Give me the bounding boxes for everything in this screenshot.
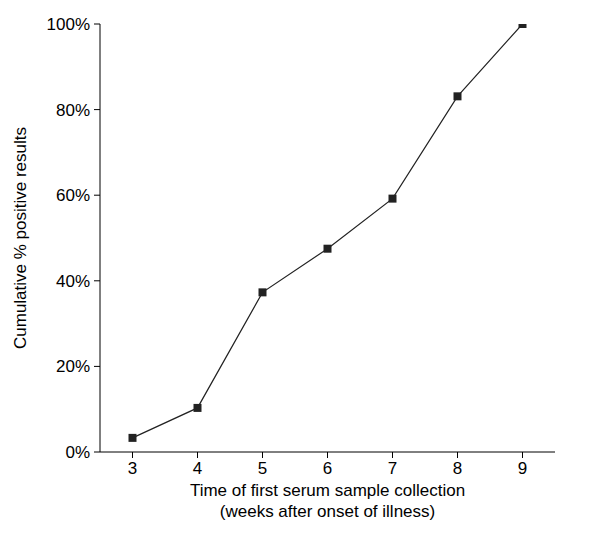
svg-text:Time of first serum sample col: Time of first serum sample collection(we…	[190, 481, 465, 521]
svg-text:5: 5	[258, 459, 267, 478]
svg-text:7: 7	[388, 459, 397, 478]
svg-text:4: 4	[193, 459, 202, 478]
svg-text:3: 3	[128, 459, 137, 478]
svg-text:60%: 60%	[56, 186, 90, 205]
svg-text:8: 8	[453, 459, 462, 478]
svg-text:0%: 0%	[65, 443, 90, 462]
svg-text:80%: 80%	[56, 101, 90, 120]
svg-text:9: 9	[518, 459, 527, 478]
svg-text:Cumulative % positive results: Cumulative % positive results	[11, 127, 30, 349]
svg-text:100%: 100%	[47, 15, 90, 34]
svg-text:20%: 20%	[56, 357, 90, 376]
svg-text:6: 6	[323, 459, 332, 478]
svg-text:40%: 40%	[56, 272, 90, 291]
